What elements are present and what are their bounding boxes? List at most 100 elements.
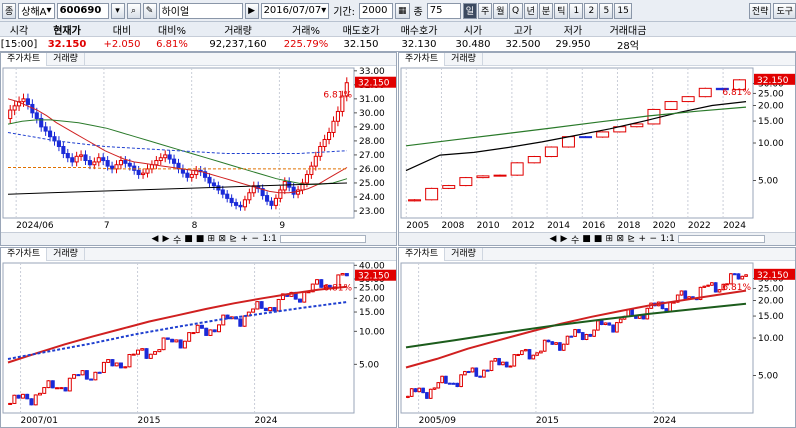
chart-panel-weekly[interactable]: 주가차트 거래량 2005/09 2015 2024 5.00 10.00 15.00 20… <box>398 247 796 428</box>
period-button-3[interactable]: Q <box>508 2 523 19</box>
candle-body <box>127 354 132 368</box>
scroll-control-0[interactable]: ◀ <box>549 234 557 244</box>
scroll-control-9[interactable]: − <box>649 234 658 244</box>
scroll-control-4[interactable]: ■ <box>593 234 603 244</box>
candle-body <box>114 362 119 367</box>
candle-body <box>335 110 340 122</box>
scroll-control-2[interactable]: 수 <box>571 235 580 246</box>
period-button-2[interactable]: 월 <box>493 2 508 19</box>
stock-name-field[interactable]: 하이얼 <box>158 2 243 19</box>
scroll-control-5[interactable]: ⊞ <box>605 234 614 244</box>
scroll-control-1[interactable]: ▶ <box>560 234 568 244</box>
scroll-control-8[interactable]: + <box>240 234 249 244</box>
tab-price-chart[interactable]: 주가차트 <box>1 248 48 261</box>
candle-body <box>182 340 187 349</box>
tab-price-chart[interactable]: 주가차트 <box>399 248 446 261</box>
tools-button[interactable]: 도구 <box>773 2 796 19</box>
daily-price-chart[interactable]: 2024/06 7 8 9 23.00 24.00 25.00 26.00 27.00 28.00… <box>1 66 397 234</box>
count-input[interactable]: 75 <box>426 2 461 19</box>
market-prefix-button[interactable]: 종 <box>2 2 17 19</box>
tab-price-chart[interactable]: 주가차트 <box>1 53 48 66</box>
pen-button[interactable]: ✎ <box>142 2 157 19</box>
scroll-control-4[interactable]: ■ <box>195 234 205 244</box>
tab-volume[interactable]: 거래량 <box>445 53 483 66</box>
candle-body <box>273 197 278 206</box>
scroll-control-10[interactable]: 1:1 <box>660 234 675 244</box>
scroll-track[interactable] <box>677 235 765 243</box>
period-button-8[interactable]: 2 <box>584 2 599 19</box>
scroll-control-1[interactable]: ▶ <box>162 234 170 244</box>
scroll-control-2[interactable]: 수 <box>173 235 182 246</box>
candle-body <box>123 160 128 164</box>
market-select[interactable]: 상해A ▾ <box>18 2 55 19</box>
market-label: 상해A <box>21 7 47 18</box>
candle-body <box>276 298 281 312</box>
candle-body <box>174 339 179 343</box>
quote-bar: 시각 현재가 대비 대비% 거래량 거래% 매도호가 매수호가 시가 고가 저가 거래대금 [15:0… <box>0 22 796 52</box>
scroll-control-5[interactable]: ⊞ <box>207 234 216 244</box>
scroll-control-8[interactable]: + <box>638 234 647 244</box>
tab-volume[interactable]: 거래량 <box>47 248 85 261</box>
date-field[interactable]: 2016/07/07 ▾ <box>260 2 330 19</box>
period-button-0[interactable]: 일 <box>462 2 478 19</box>
weekly-price-chart[interactable]: 2005/09 2015 2024 5.00 10.00 15.00 20.00 25.00 3… <box>399 261 796 428</box>
scroll-control-0[interactable]: ◀ <box>151 234 159 244</box>
period-button-10[interactable]: 15 <box>614 2 632 19</box>
period-button-4[interactable]: 년 <box>523 2 538 19</box>
search-button[interactable]: ⌕ <box>126 2 141 19</box>
candle-body <box>425 392 429 399</box>
chart-scroll-bar[interactable]: ◀ ▶ 수 ■ ■ ⊞ ⊠ ⊵ + −1:1 <box>1 232 396 245</box>
chart-panel-daily[interactable]: 주가차트 거래량 2024/06 7 8 9 23.00 24.00 25.00 26.00 2… <box>0 52 397 246</box>
candle-body <box>584 333 589 340</box>
moving-average-line <box>7 119 348 185</box>
period-button-1[interactable]: 주 <box>478 2 493 19</box>
change-percent-label: 6.81% <box>323 284 352 294</box>
candle-body <box>713 282 718 293</box>
chart-scroll-bar[interactable]: ◀ ▶ 수 ■ ■ ⊞ ⊠ ⊵ + −1:1 <box>399 232 795 245</box>
tab-volume[interactable]: 거래량 <box>47 53 85 66</box>
strategy-button[interactable]: 전략 <box>748 2 772 19</box>
chart-panel-monthly[interactable]: 주가차트 거래량 2007/01 2015 2024 5.00 10.00 15.00 20… <box>0 247 397 428</box>
candle-body <box>114 164 119 170</box>
candle-body <box>34 112 39 119</box>
scroll-control-6[interactable]: ⊠ <box>218 234 227 244</box>
candle-body <box>170 338 175 343</box>
yearly-price-chart[interactable]: 2005 2008 2010 2012 2014 2016 2018 2020 2022 2024… <box>399 66 796 234</box>
candle-body <box>123 366 128 369</box>
last-price-label: 32.150 <box>358 79 390 89</box>
period-button-5[interactable]: 분 <box>538 2 554 19</box>
scroll-control-9[interactable]: − <box>251 234 260 244</box>
candle-body <box>17 101 22 107</box>
candle-body <box>523 349 528 352</box>
candle-body <box>732 273 737 276</box>
scroll-control-3[interactable]: ■ <box>582 234 591 244</box>
scroll-control-3[interactable]: ■ <box>184 234 193 244</box>
scroll-control-6[interactable]: ⊠ <box>616 234 625 244</box>
candle-body <box>8 402 13 405</box>
candle-body <box>74 155 79 163</box>
tab-price-chart[interactable]: 주가차트 <box>399 53 446 66</box>
scroll-control-10[interactable]: 1:1 <box>262 234 277 244</box>
calendar-button[interactable]: ▦ <box>395 2 410 19</box>
candle-body <box>67 377 72 392</box>
scroll-control-7[interactable]: ⊵ <box>627 234 636 244</box>
period-button-9[interactable]: 5 <box>599 2 614 19</box>
play-button[interactable]: ▶ <box>244 2 259 19</box>
candle-body <box>485 369 490 372</box>
period-button-7[interactable]: 1 <box>569 2 584 19</box>
candle-body <box>118 160 123 166</box>
scroll-track[interactable] <box>279 235 366 243</box>
candle-body <box>21 98 26 103</box>
last-price-badge <box>355 76 396 88</box>
period-button-6[interactable]: 틱 <box>554 2 569 19</box>
stock-code-input[interactable]: 600690 <box>56 2 109 19</box>
candle-body <box>20 393 25 399</box>
x-tick-label: 2024 <box>723 221 746 231</box>
period-input[interactable]: 2000 <box>359 2 394 19</box>
chart-panel-yearly[interactable]: 주가차트 거래량 2005 2008 2010 2012 2014 2016 2018 202… <box>398 52 796 246</box>
scroll-control-7[interactable]: ⊵ <box>229 234 238 244</box>
tab-volume[interactable]: 거래량 <box>445 248 483 261</box>
code-dropdown-button[interactable]: ▾ <box>110 2 125 19</box>
candle-body <box>641 315 646 320</box>
